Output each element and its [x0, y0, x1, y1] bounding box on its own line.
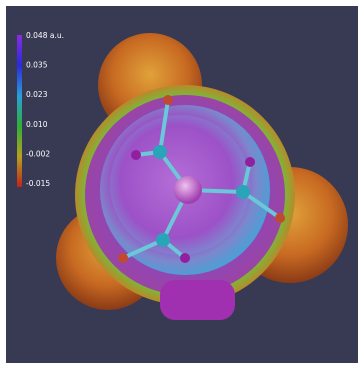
colorbar-label: 0.023 — [26, 90, 48, 99]
colorbar-label: 0.010 — [26, 120, 48, 129]
colorbar-label: -0.015 — [26, 179, 50, 188]
colorbar — [17, 35, 22, 187]
page: 0.048 a.u.0.0350.0230.010-0.002-0.015 ((… — [0, 0, 364, 369]
colorbar-label: 0.035 — [26, 61, 48, 70]
viewer: 0.048 a.u. 0.035 0.023 0.010 -0.002 -0.015 — [0, 0, 364, 369]
colorbar-label: 0.048 a.u. — [26, 31, 64, 40]
colorbar-label: -0.002 — [26, 149, 50, 158]
